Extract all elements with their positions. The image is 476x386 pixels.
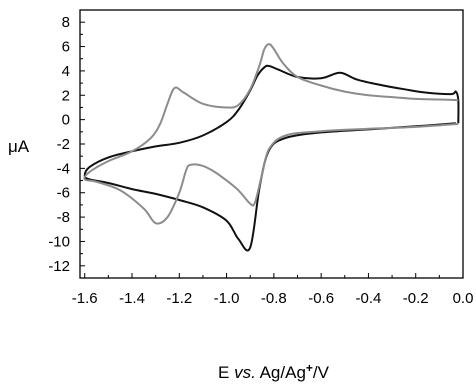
x-axis-label-prefix: E bbox=[218, 363, 234, 382]
y-axis-label: μA bbox=[8, 137, 30, 156]
x-tick-label: -0.4 bbox=[356, 290, 382, 307]
x-axis-label-superscript: + bbox=[306, 361, 313, 375]
y-tick-label: -10 bbox=[48, 233, 70, 250]
x-tick-label: -1.6 bbox=[72, 290, 98, 307]
series-1-line bbox=[83, 64, 460, 252]
x-axis-label: E vs. Ag/Ag+/V bbox=[218, 361, 330, 382]
series-2-line bbox=[83, 43, 459, 225]
y-tick-label: -4 bbox=[57, 160, 70, 177]
plot-curves bbox=[83, 43, 460, 252]
y-tick-label: -12 bbox=[48, 258, 70, 275]
y-axis-ticks: 8 6 4 2 0 -2 -4 -6 -8 -10 -12 bbox=[48, 14, 85, 279]
y-tick-label: 4 bbox=[62, 63, 70, 80]
x-axis-label-italic: vs. bbox=[234, 363, 256, 382]
x-tick-label: -1.4 bbox=[119, 290, 145, 307]
x-tick-label: -1.0 bbox=[214, 290, 240, 307]
x-tick-label: 0.0 bbox=[453, 290, 474, 307]
x-axis-ticks: -1.6 -1.4 -1.2 -1.0 -0.8 -0.6 -0.4 -0.2 0.0 bbox=[72, 273, 474, 307]
x-axis-label-middle: Ag/Ag bbox=[256, 363, 306, 382]
x-axis-label-suffix: /V bbox=[313, 363, 330, 382]
y-tick-label: -6 bbox=[57, 185, 70, 202]
y-tick-label: 0 bbox=[62, 112, 70, 129]
x-tick-label: -0.2 bbox=[403, 290, 429, 307]
y-tick-label: 6 bbox=[62, 39, 70, 56]
x-tick-label: -0.6 bbox=[308, 290, 334, 307]
x-tick-label: -0.8 bbox=[261, 290, 287, 307]
y-tick-label: 8 bbox=[62, 14, 70, 31]
y-tick-label: -2 bbox=[57, 136, 70, 153]
y-tick-label: -8 bbox=[57, 209, 70, 226]
x-tick-label: -1.2 bbox=[166, 290, 192, 307]
y-tick-label: 2 bbox=[62, 87, 70, 104]
